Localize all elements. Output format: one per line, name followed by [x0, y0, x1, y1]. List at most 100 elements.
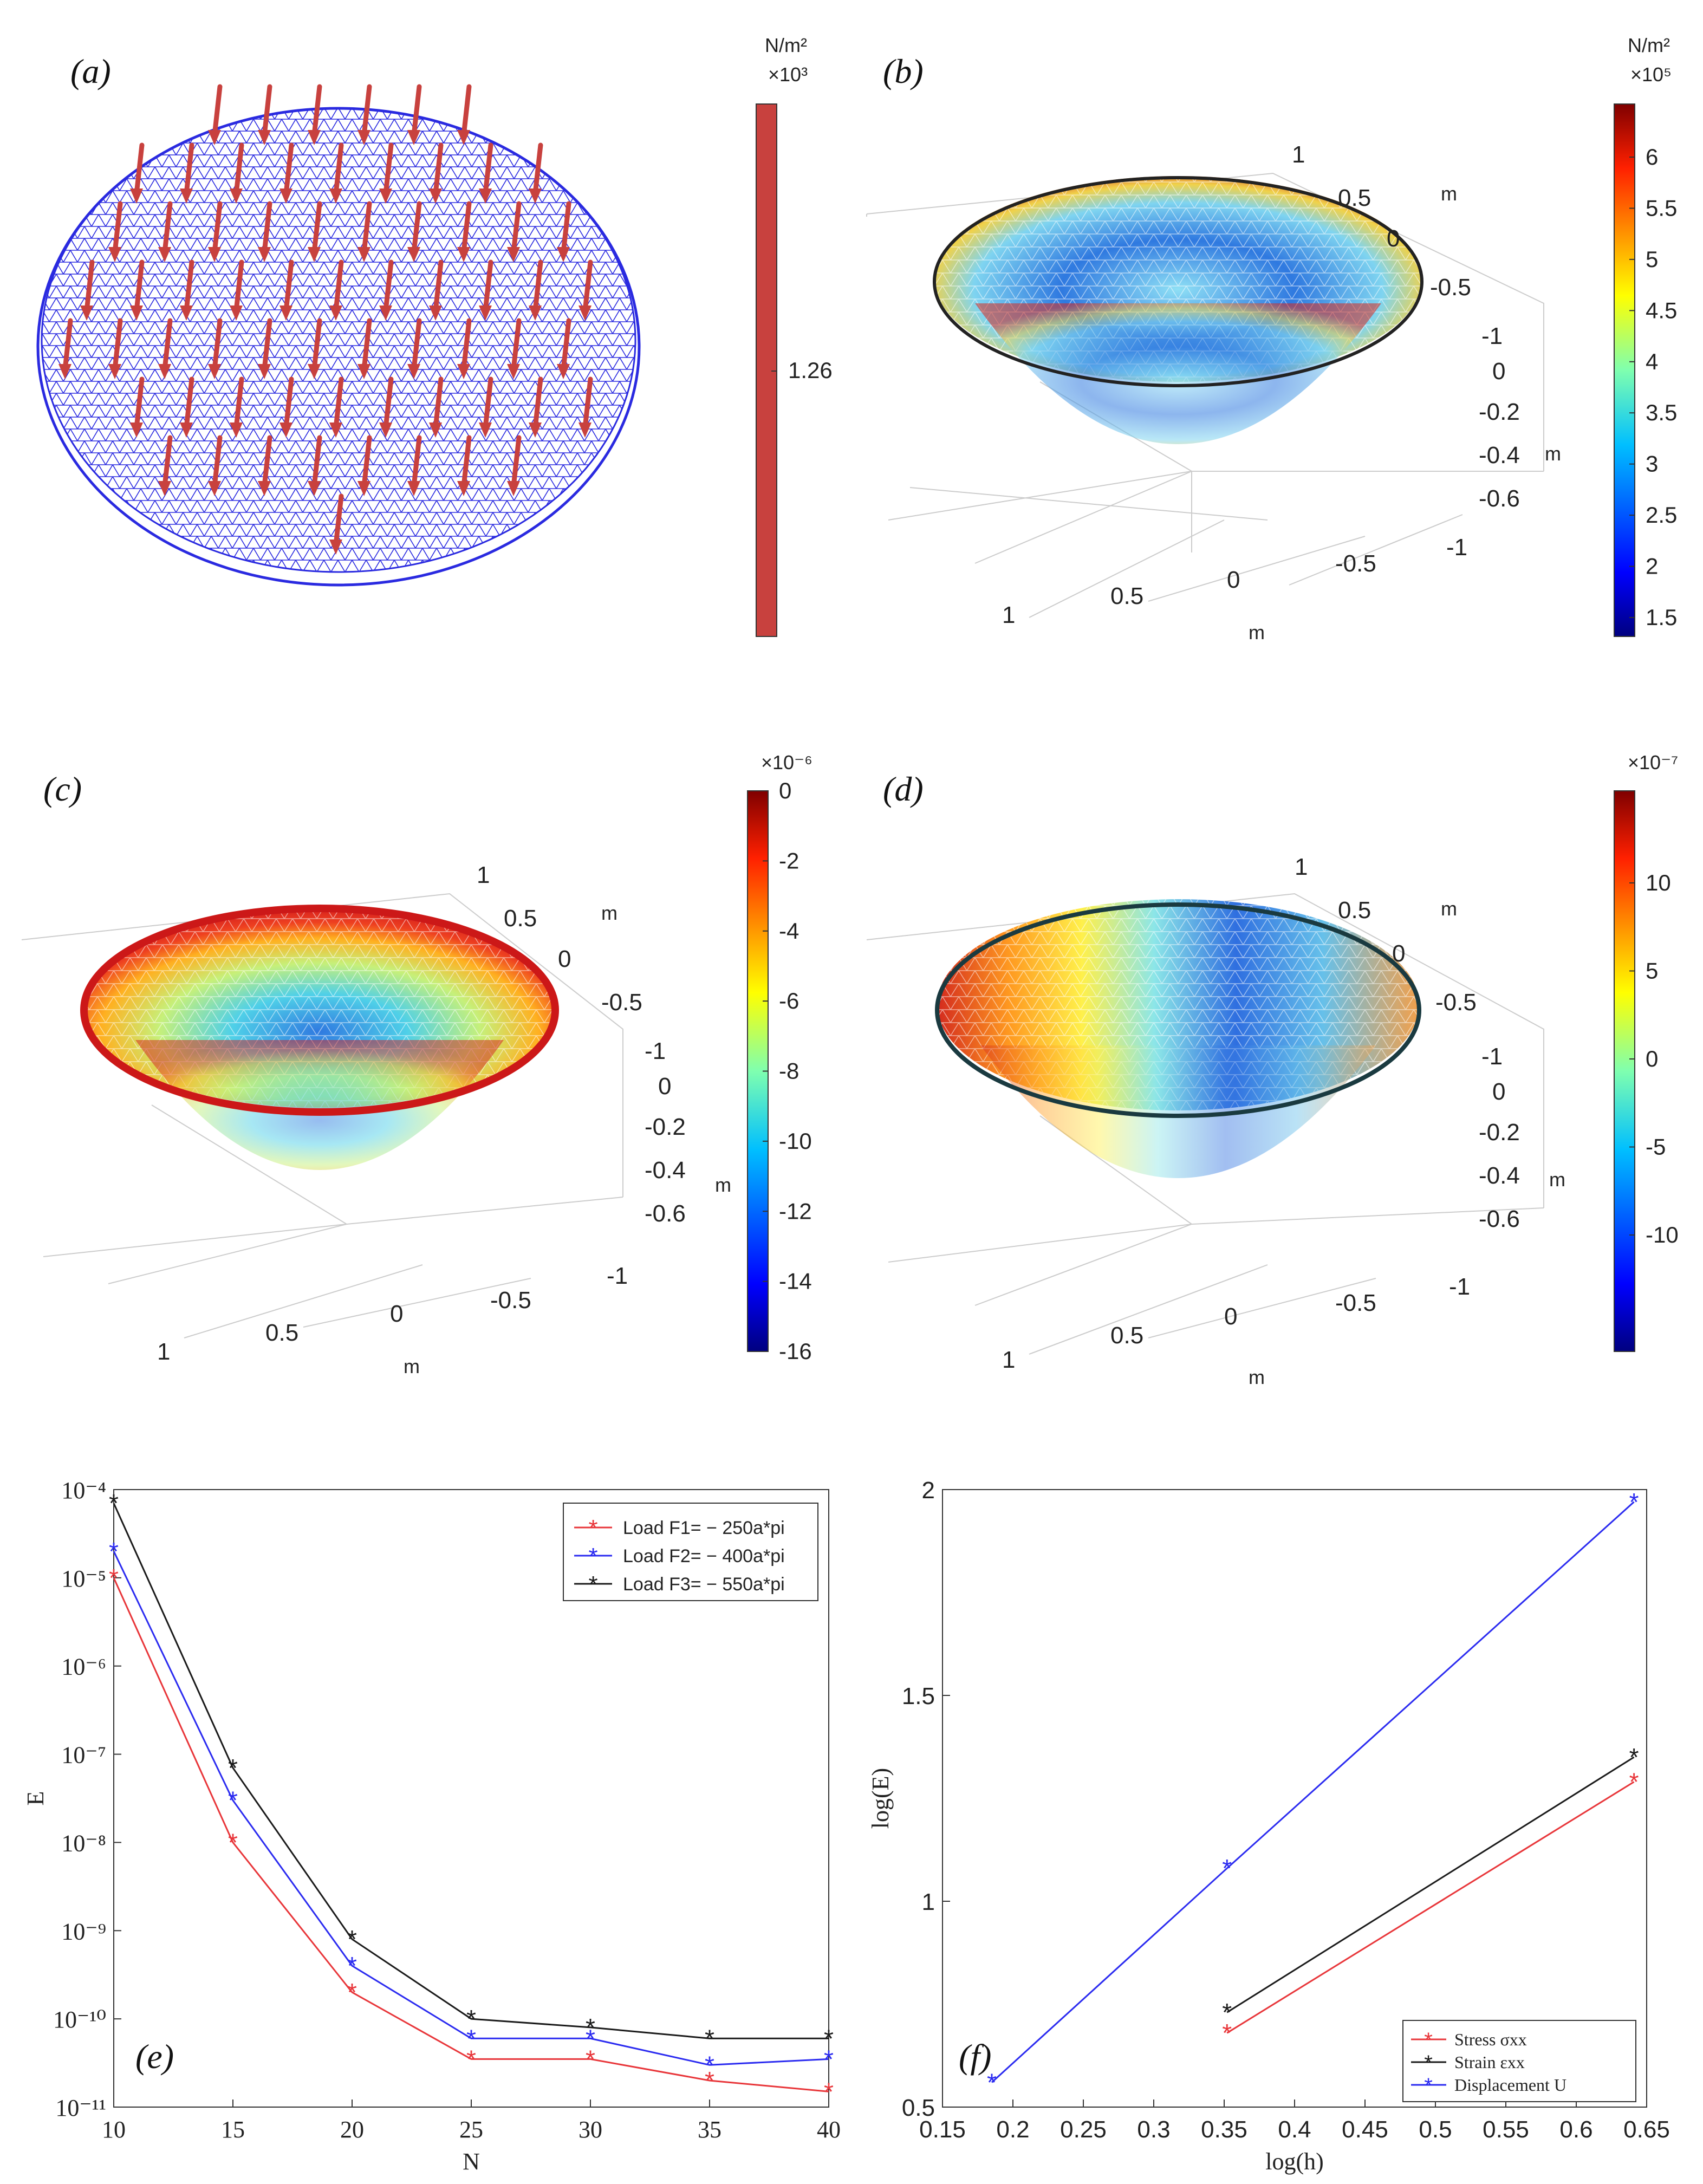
colorbar-tick-label: 3	[1646, 451, 1658, 477]
load-arrow-head	[130, 188, 143, 204]
data-point: *	[1629, 1743, 1639, 1771]
panel-label-b: (b)	[883, 52, 924, 90]
colorbar-tick-label: -10	[1646, 1222, 1679, 1247]
load-arrow	[483, 376, 493, 431]
legend-label: Load F2= − 400a*pi	[623, 1546, 785, 1566]
data-point: *	[228, 1754, 238, 1782]
load-arrow-head	[358, 364, 370, 379]
data-point: *	[1222, 1998, 1232, 2026]
colorbar-a: 1.26 N/m² ×10³	[756, 34, 833, 637]
colorbar-c-scale: ×10⁻⁶	[761, 751, 812, 774]
y-tick-label: 10⁻⁷	[61, 1742, 106, 1769]
axis-d-y-tick-2: 0.5	[1338, 897, 1371, 924]
panel-a: (a) 1.26 N/m² ×10³	[0, 0, 833, 666]
axis-b-x-tick-4: -0.5	[1335, 550, 1376, 577]
load-arrow-head	[308, 130, 321, 145]
load-arrow-head	[230, 188, 243, 204]
load-arrow-head	[308, 364, 321, 379]
load-arrow-head	[407, 481, 420, 496]
panel-e: 10 15 20 25 30 35 40 10⁻⁴ 10⁻⁵ 10⁻⁶ 10⁻⁷ 10⁻⁸ 10⁻⁹ 10…	[0, 1462, 845, 2184]
y-tick-label: 1.5	[902, 1683, 935, 1709]
axis-c-x-tick-5: -1	[607, 1263, 628, 1289]
load-arrow	[532, 259, 543, 314]
y-axis-label: log(E)	[867, 1768, 894, 1829]
colorbar-tick-label: -8	[779, 1058, 799, 1084]
colorbar-tick-label: -12	[779, 1198, 812, 1224]
load-arrow	[383, 142, 394, 197]
load-arrow	[383, 259, 394, 314]
load-arrow	[262, 435, 272, 489]
load-arrow-head	[258, 364, 271, 379]
x-axis-label: log(h)	[1265, 2148, 1324, 2175]
axis-d-x-tick-4: -0.5	[1335, 1290, 1376, 1316]
colorbar-b-scale: ×10⁵	[1630, 63, 1672, 86]
colorbar-c-gradient	[747, 790, 769, 1352]
y-axis-label: E	[22, 1791, 49, 1806]
load-arrow	[184, 142, 194, 197]
load-arrow	[233, 376, 244, 431]
axes-d: 1 0.5 0 -0.5 -1 m 0 -0.2 -0.4 -0.6 m 1 0…	[1002, 854, 1565, 1388]
x-tick-label: 0.6	[1559, 2116, 1592, 2143]
load-arrow-head	[80, 306, 93, 321]
data-point: *	[824, 2077, 834, 2105]
colorbar-d-gradient	[1614, 790, 1635, 1352]
legend-label: Strain εxx	[1454, 2052, 1525, 2072]
axis-b-x-tick-5: -1	[1446, 534, 1467, 561]
load-arrow-head	[529, 306, 542, 321]
load-arrow-head	[557, 247, 570, 262]
load-arrow	[483, 142, 493, 197]
axis-b-x-tick-3: 0	[1227, 567, 1240, 593]
load-arrow	[262, 318, 272, 372]
axes-b: 1 0.5 0 -0.5 -1 m 0 -0.2 -0.4 -0.6 m 1 0…	[1002, 141, 1561, 644]
axis-c-z-tick-4: -0.6	[645, 1200, 686, 1227]
panel-label-e: (e)	[135, 2037, 174, 2076]
displacement-bowl-plot	[21, 893, 623, 1338]
axis-b-x-unit: m	[1249, 621, 1265, 644]
colorbar-tick-label: -5	[1646, 1134, 1666, 1160]
load-arrow	[283, 376, 294, 431]
y-tick-label: 10⁻⁹	[61, 1918, 106, 1945]
axis-c-x-tick-1: 1	[157, 1338, 170, 1365]
load-arrow-head	[578, 422, 592, 438]
axis-c-z-tick-2: -0.2	[645, 1114, 686, 1140]
legend-marker: *	[1424, 2029, 1433, 2052]
colorbar-tick-label: 2.5	[1646, 502, 1677, 528]
load-arrow	[361, 201, 372, 255]
load-arrow-head	[208, 247, 221, 262]
axis-c-y-tick-1: 1	[477, 862, 490, 888]
x-tick-label: 0.3	[1137, 2116, 1170, 2143]
axis-b-x-tick-1: 1	[1002, 602, 1015, 628]
y-tick-label: 10⁻⁴	[61, 1477, 106, 1504]
load-arrow	[311, 435, 322, 489]
axis-d-x-tick-2: 0.5	[1110, 1322, 1143, 1349]
load-arrow	[311, 318, 322, 372]
colorbar-b-ticks: 6 5.5 5 4.5 4 3.5 3 2.5 2 1.5	[1629, 144, 1677, 630]
load-arrow-head	[308, 247, 321, 262]
load-arrow	[511, 318, 522, 372]
data-point: *	[705, 2051, 714, 2079]
load-arrow-head	[429, 188, 442, 204]
load-arrow	[283, 142, 294, 197]
x-tick-label: 0.5	[1419, 2116, 1452, 2143]
data-point: *	[109, 1537, 119, 1565]
x-tick-label: 20	[340, 2116, 364, 2143]
axis-b-z-tick-3: -0.4	[1479, 442, 1520, 469]
axis-d-y-unit: m	[1441, 898, 1457, 920]
load-arrow	[383, 376, 394, 431]
axis-b-z-tick-4: -0.6	[1479, 485, 1520, 512]
colorbar-tick-label: 3.5	[1646, 400, 1677, 425]
load-arrow	[433, 376, 444, 431]
data-point: *	[586, 2024, 595, 2052]
load-arrow-head	[329, 188, 342, 204]
load-arrow	[411, 84, 422, 138]
data-point: *	[466, 2045, 476, 2073]
series-line	[1226, 1781, 1635, 2034]
load-arrow	[333, 142, 344, 197]
axis-d-y-tick-1: 1	[1295, 854, 1308, 880]
load-arrow	[184, 259, 194, 314]
colorbar-a-unit: N/m²	[765, 34, 807, 56]
colorbar-a-value: 1.26	[788, 358, 833, 383]
data-point: *	[705, 2024, 714, 2052]
axis-d-y-tick-5: -1	[1481, 1043, 1503, 1070]
load-arrow-head	[457, 130, 470, 145]
